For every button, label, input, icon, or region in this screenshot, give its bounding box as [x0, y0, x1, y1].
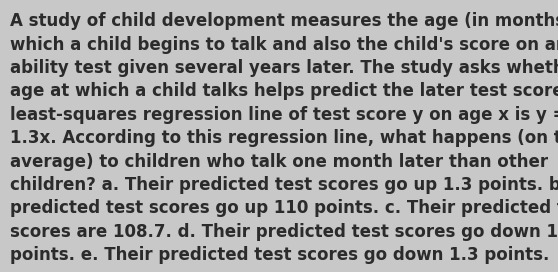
Text: 1.3x. According to this regression line, what happens (on the: 1.3x. According to this regression line,… — [10, 129, 558, 147]
Text: scores are 108.7. d. Their predicted test scores go down 110: scores are 108.7. d. Their predicted tes… — [10, 223, 558, 241]
Text: predicted test scores go up 110 points. c. Their predicted test: predicted test scores go up 110 points. … — [10, 199, 558, 217]
Text: points. e. Their predicted test scores go down 1.3 points.: points. e. Their predicted test scores g… — [10, 246, 550, 264]
Text: ability test given several years later. The study asks whether the: ability test given several years later. … — [10, 59, 558, 77]
Text: average) to children who talk one month later than other: average) to children who talk one month … — [10, 153, 548, 171]
Text: age at which a child talks helps predict the later test score. The: age at which a child talks helps predict… — [10, 82, 558, 100]
Text: A study of child development measures the age (in months) at: A study of child development measures th… — [10, 12, 558, 30]
Text: least-squares regression line of test score y on age x is y = 110 -: least-squares regression line of test sc… — [10, 106, 558, 124]
Text: which a child begins to talk and also the child's score on an: which a child begins to talk and also th… — [10, 36, 558, 54]
Text: children? a. Their predicted test scores go up 1.3 points. b. Their: children? a. Their predicted test scores… — [10, 176, 558, 194]
